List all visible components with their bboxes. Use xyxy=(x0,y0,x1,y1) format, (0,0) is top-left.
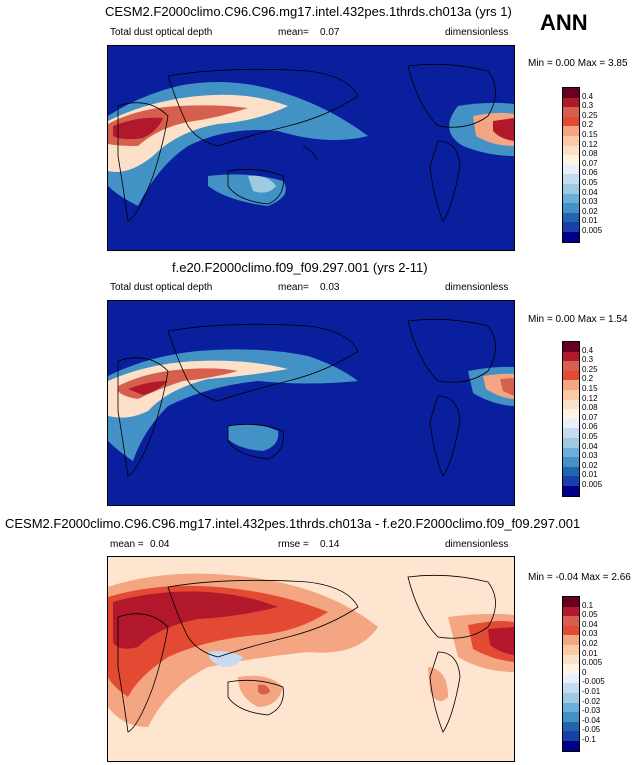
panel3-minmax: Min = -0.04 Max = 2.66 xyxy=(528,572,631,583)
colorbar-swatch xyxy=(563,712,579,722)
colorbar-swatch xyxy=(563,673,579,684)
panel1-map xyxy=(107,45,515,251)
colorbar-swatch xyxy=(563,721,579,732)
colorbar-swatch xyxy=(563,616,579,626)
panel3-rmse-label: rmse = xyxy=(278,539,309,550)
colorbar-swatch xyxy=(563,361,579,371)
colorbar-swatch xyxy=(563,654,579,665)
colorbar-swatch xyxy=(563,702,579,713)
colorbar-swatch xyxy=(563,116,579,127)
colorbar-swatch xyxy=(563,437,579,448)
panel2-mean-label: mean= xyxy=(278,282,309,293)
panel2-units: dimensionless xyxy=(445,282,509,293)
colorbar-swatch xyxy=(563,625,579,636)
panel1-title: CESM2.F2000climo.C96.C96.mg17.intel.432p… xyxy=(105,4,512,19)
colorbar-swatch xyxy=(563,485,579,496)
panel3-units: dimensionless xyxy=(445,539,509,550)
colorbar-swatch xyxy=(563,174,579,184)
colorbar-swatch xyxy=(563,644,579,655)
panel3-colorbar xyxy=(562,596,580,752)
colorbar-swatch xyxy=(563,183,579,194)
colorbar-swatch xyxy=(563,466,579,477)
panel2-variable: Total dust optical depth xyxy=(110,282,213,293)
colorbar-swatch xyxy=(563,399,579,410)
colorbar-swatch xyxy=(563,418,579,429)
season-label: ANN xyxy=(540,10,588,35)
panel3-title: CESM2.F2000climo.C96.C96.mg17.intel.432p… xyxy=(5,516,581,531)
colorbar-swatch xyxy=(563,389,579,400)
panel2-map xyxy=(107,300,515,506)
colorbar-swatch xyxy=(563,409,579,419)
colorbar-swatch xyxy=(563,597,579,607)
panel2-colorbar xyxy=(562,341,580,497)
panel2-title: f.e20.F2000climo.f09_f09.297.001 (yrs 2-… xyxy=(172,260,428,275)
colorbar-swatch xyxy=(563,457,579,467)
panel3-mean-value: 0.04 xyxy=(150,539,170,550)
colorbar-swatch xyxy=(563,222,579,232)
colorbar-swatch xyxy=(563,145,579,156)
colorbar-swatch xyxy=(563,203,579,213)
colorbar-swatch xyxy=(563,380,579,390)
colorbar-swatch xyxy=(563,731,579,741)
colorbar-swatch xyxy=(563,193,579,204)
panel1-minmax: Min = 0.00 Max = 3.85 xyxy=(528,58,628,69)
colorbar-swatch xyxy=(563,231,579,242)
panel1-mean-value: 0.07 xyxy=(320,27,340,38)
panel3-map xyxy=(107,556,515,762)
colorbar-swatch xyxy=(563,692,579,703)
panel1-colorbar xyxy=(562,87,580,243)
colorbar-swatch xyxy=(563,107,579,117)
panel2-mean-value: 0.03 xyxy=(320,282,340,293)
colorbar-swatch xyxy=(563,88,579,98)
colorbar-swatch xyxy=(563,476,579,486)
colorbar-swatch xyxy=(563,155,579,165)
colorbar-swatch xyxy=(563,664,579,674)
panel3-map-svg xyxy=(108,573,514,733)
colorbar-swatch xyxy=(563,351,579,362)
colorbar-swatch xyxy=(563,635,579,645)
colorbar-swatch xyxy=(563,135,579,146)
colorbar-swatch xyxy=(563,428,579,438)
colorbar-swatch xyxy=(563,740,579,751)
colorbar-swatch xyxy=(563,606,579,617)
panel1-variable: Total dust optical depth xyxy=(110,27,213,38)
panel1-units: dimensionless xyxy=(445,27,509,38)
colorbar-swatch xyxy=(563,447,579,458)
colorbar-swatch xyxy=(563,370,579,381)
panel3-mean-label: mean = xyxy=(110,539,144,550)
panel2-map-svg xyxy=(108,318,514,477)
colorbar-swatch xyxy=(563,342,579,352)
colorbar-swatch xyxy=(563,683,579,693)
colorbar-swatch xyxy=(563,164,579,175)
colorbar-swatch xyxy=(563,97,579,108)
panel2-minmax: Min = 0.00 Max = 1.54 xyxy=(528,314,628,325)
colorbar-swatch xyxy=(563,126,579,136)
panel1-map-svg xyxy=(108,63,514,222)
panel1-mean-label: mean= xyxy=(278,27,309,38)
panel3-rmse-value: 0.14 xyxy=(320,539,340,550)
colorbar-swatch xyxy=(563,212,579,223)
